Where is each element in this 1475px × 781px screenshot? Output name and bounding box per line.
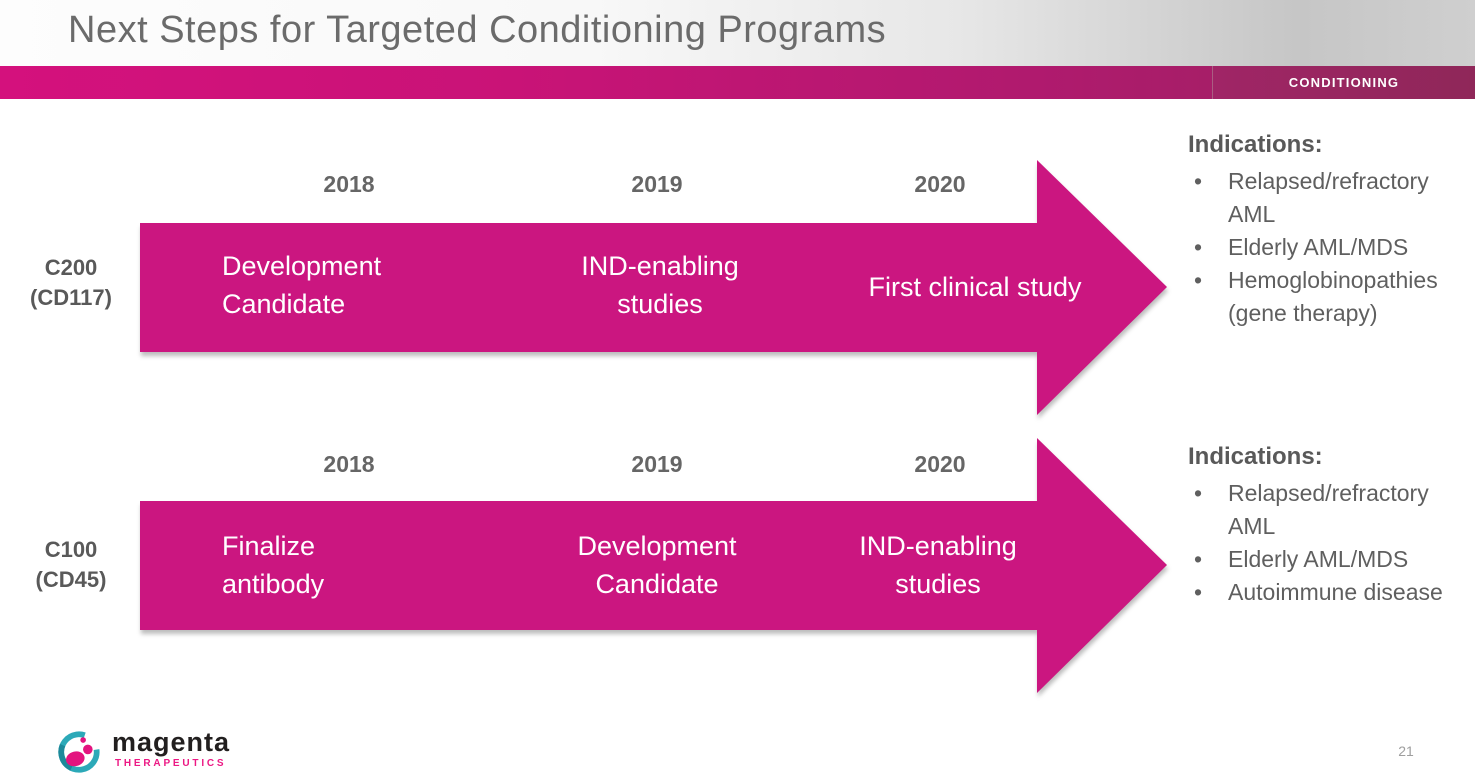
section-tag-label: CONDITIONING xyxy=(1288,75,1400,90)
indication-item: Relapsed/refractory AML xyxy=(1188,165,1466,231)
timeline-arrow-shape-row1 xyxy=(140,160,1167,415)
program-label-c200: C200 (CD117) xyxy=(30,255,112,310)
timeline-arrow-row1 xyxy=(140,160,1167,415)
indication-item: Relapsed/refractory AML xyxy=(1188,477,1466,543)
phase-finalize-antibody-row2: Finalize antibody xyxy=(222,531,325,599)
magenta-logo-icon xyxy=(58,731,100,773)
year-label-2020-row2: 2020 xyxy=(914,451,966,477)
indication-item: Elderly AML/MDS xyxy=(1188,543,1466,576)
phase-dev-candidate-row1: Development Candidate xyxy=(222,251,382,319)
page-title: Next Steps for Targeted Conditioning Pro… xyxy=(68,9,887,51)
timeline-arrow-row2 xyxy=(140,438,1167,693)
indications-heading-row1: Indications: xyxy=(1188,131,1323,158)
year-label-2019-row1: 2019 xyxy=(631,171,683,197)
indications-heading-row2: Indications: xyxy=(1188,443,1323,470)
page-number: 21 xyxy=(1398,743,1414,759)
company-logo: magenta THERAPEUTICS xyxy=(56,726,286,776)
phase-ind-enabling-row2: IND-enabling studies xyxy=(859,531,1017,599)
year-label-2020-row1: 2020 xyxy=(914,171,966,197)
logo-wordmark: magenta xyxy=(112,727,231,757)
indication-item: Elderly AML/MDS xyxy=(1188,231,1466,264)
indication-item: Autoimmune disease xyxy=(1188,576,1466,609)
year-label-2019-row2: 2019 xyxy=(631,451,683,477)
year-label-2018-row1: 2018 xyxy=(323,171,375,197)
indications-block-row1: Indications: Relapsed/refractory AML Eld… xyxy=(1188,131,1466,330)
timeline-arrow-shape-row2 xyxy=(140,438,1167,693)
phase-dev-candidate-row2: Development Candidate xyxy=(577,531,737,599)
phase-ind-enabling-row1: IND-enabling studies xyxy=(581,251,739,319)
year-label-2018-row2: 2018 xyxy=(323,451,375,477)
program-label-c100: C100 (CD45) xyxy=(35,537,107,592)
title-band: Next Steps for Targeted Conditioning Pro… xyxy=(0,0,1475,66)
indication-item: Hemoglobinopathies (gene therapy) xyxy=(1188,264,1466,330)
logo-subtitle: THERAPEUTICS xyxy=(115,758,227,769)
phase-first-clinical-row1: First clinical study xyxy=(868,272,1082,302)
indications-block-row2: Indications: Relapsed/refractory AML Eld… xyxy=(1188,443,1466,609)
indications-list-row2: Relapsed/refractory AML Elderly AML/MDS … xyxy=(1188,477,1466,609)
section-tab: CONDITIONING xyxy=(1212,66,1475,99)
header-accent-bar: CONDITIONING xyxy=(0,66,1475,99)
indications-list-row1: Relapsed/refractory AML Elderly AML/MDS … xyxy=(1188,165,1466,330)
